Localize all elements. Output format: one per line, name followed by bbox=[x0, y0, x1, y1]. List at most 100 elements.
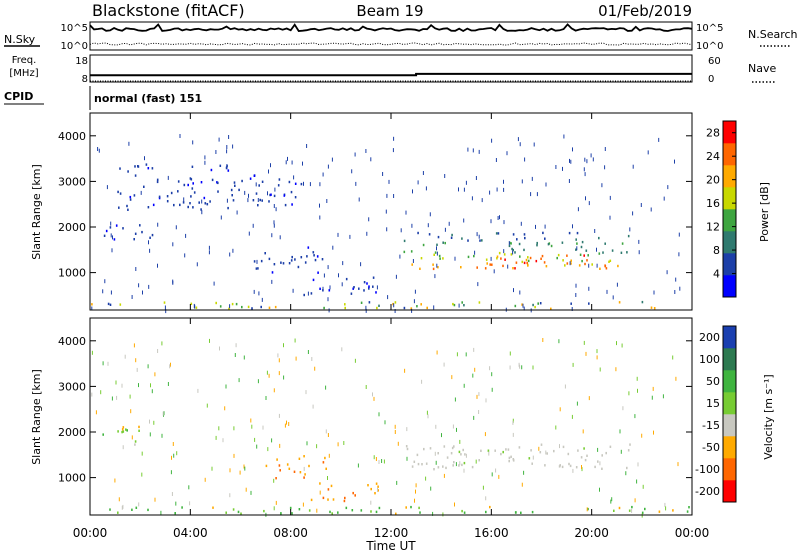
range-gate-cell bbox=[238, 188, 240, 192]
range-gate-cell bbox=[372, 285, 374, 288]
scatter-gate-cell bbox=[653, 430, 654, 435]
range-gate-cell bbox=[437, 466, 440, 469]
range-gate-cell bbox=[282, 262, 285, 265]
scatter-gate-cell bbox=[393, 136, 395, 141]
scatter-gate-cell bbox=[170, 362, 171, 367]
scatter-gate-cell bbox=[225, 384, 227, 389]
scatter-gate-cell bbox=[331, 157, 333, 162]
range-gate-cell bbox=[505, 448, 507, 451]
scatter-gate-cell bbox=[421, 379, 423, 384]
scatter-gate-cell bbox=[218, 137, 220, 142]
scatter-gate-cell bbox=[430, 486, 432, 491]
scatter-gate-cell bbox=[473, 415, 475, 420]
scatter-gate-cell bbox=[102, 289, 104, 294]
range-gate-cell bbox=[514, 267, 516, 270]
scatter-gate-cell bbox=[495, 468, 497, 473]
range-gate-cell bbox=[617, 264, 619, 268]
scatter-gate-cell bbox=[394, 309, 396, 313]
scatter-gate-cell bbox=[382, 172, 384, 176]
range-gate-cell bbox=[323, 306, 325, 310]
scatter-gate-cell bbox=[102, 361, 104, 366]
velocity-colorbar-label: Velocity [m s⁻¹] bbox=[762, 374, 775, 459]
scatter-gate-cell bbox=[495, 158, 497, 162]
range-gate-cell bbox=[611, 249, 614, 252]
range-gate-cell bbox=[686, 510, 689, 513]
range-gate-cell bbox=[484, 267, 487, 270]
colorbar-frame bbox=[722, 120, 737, 298]
range-gate-cell bbox=[452, 464, 454, 467]
scatter-gate-cell bbox=[104, 279, 106, 284]
range-gate-cell bbox=[377, 489, 379, 492]
scatter-gate-cell bbox=[638, 239, 640, 244]
range-gate-cell bbox=[375, 482, 378, 485]
range-gate-cell bbox=[133, 238, 135, 241]
range-gate-cell bbox=[306, 255, 308, 258]
scatter-gate-cell bbox=[538, 446, 540, 451]
scatter-gate-cell bbox=[471, 196, 473, 201]
scatter-gate-cell bbox=[245, 487, 247, 492]
scatter-gate-cell bbox=[444, 174, 446, 178]
scatter-gate-cell bbox=[175, 225, 177, 230]
range-gate-cell bbox=[605, 267, 608, 270]
scatter-gate-cell bbox=[226, 145, 228, 149]
range-gate-cell bbox=[527, 264, 529, 267]
range-gate-cell bbox=[134, 440, 137, 443]
scatter-gate-cell bbox=[606, 289, 608, 294]
range-gate-cell bbox=[268, 257, 271, 261]
scatter-gate-cell bbox=[491, 138, 493, 143]
range-gate-cell bbox=[125, 428, 127, 431]
scatter-gate-cell bbox=[463, 383, 465, 388]
range-gate-cell bbox=[134, 443, 136, 446]
range-gate-cell bbox=[298, 457, 301, 460]
scatter-gate-cell bbox=[490, 256, 492, 261]
range-gate-cell bbox=[479, 239, 481, 242]
range-gate-cell bbox=[121, 430, 123, 434]
scatter-gate-cell bbox=[229, 252, 231, 257]
range-gate-cell bbox=[510, 455, 512, 458]
scatter-gate-cell bbox=[521, 482, 523, 487]
scatter-gate-cell bbox=[634, 498, 636, 503]
range-gate-cell bbox=[253, 174, 256, 177]
scatter-gate-cell bbox=[147, 364, 149, 369]
scatter-gate-cell bbox=[619, 429, 621, 434]
range-gate-cell bbox=[395, 512, 397, 515]
range-gate-cell bbox=[481, 239, 483, 242]
range-gate-cell bbox=[374, 492, 376, 495]
range-gate-cell bbox=[291, 203, 293, 206]
range-gate-cell bbox=[193, 191, 196, 194]
range-gate-cell bbox=[177, 180, 180, 183]
range-gate-cell bbox=[363, 289, 365, 292]
scatter-gate-cell bbox=[285, 160, 287, 165]
scatter-gate-cell bbox=[662, 394, 664, 399]
range-gate-cell bbox=[508, 459, 510, 463]
scatter-gate-cell bbox=[485, 496, 487, 501]
range-gate-cell bbox=[312, 278, 315, 282]
scatter-gate-cell bbox=[429, 212, 431, 217]
scatter-gate-cell bbox=[674, 159, 675, 164]
range-gate-cell bbox=[257, 267, 259, 270]
scatter-gate-cell bbox=[666, 270, 668, 275]
range-gate-cell bbox=[131, 508, 133, 511]
scatter-gate-cell bbox=[291, 160, 293, 165]
range-gate-cell bbox=[227, 169, 230, 172]
range-gate-cell bbox=[429, 447, 432, 450]
freq-line bbox=[90, 72, 692, 77]
scatter-gate-cell bbox=[284, 423, 286, 428]
colorbar-tick-label: -100 bbox=[695, 463, 720, 476]
range-gate-cell bbox=[463, 304, 465, 307]
scatter-gate-cell bbox=[584, 157, 586, 162]
range-gate-cell bbox=[591, 263, 593, 266]
range-gate-cell bbox=[109, 226, 112, 229]
range-gate-cell bbox=[310, 498, 313, 502]
range-gate-cell bbox=[117, 511, 119, 514]
scatter-gate-cell bbox=[650, 207, 652, 212]
scatter-gate-cell bbox=[652, 386, 654, 391]
scatter-gate-cell bbox=[611, 497, 613, 502]
scatter-gate-cell bbox=[599, 487, 600, 492]
range-gate-cell bbox=[510, 242, 512, 245]
range-gate-cell bbox=[91, 303, 93, 306]
range-gate-cell bbox=[439, 257, 441, 260]
power-panel-frame bbox=[89, 112, 693, 311]
time-axis-label: Time UT bbox=[365, 539, 416, 553]
scatter-gate-cell bbox=[239, 470, 241, 475]
